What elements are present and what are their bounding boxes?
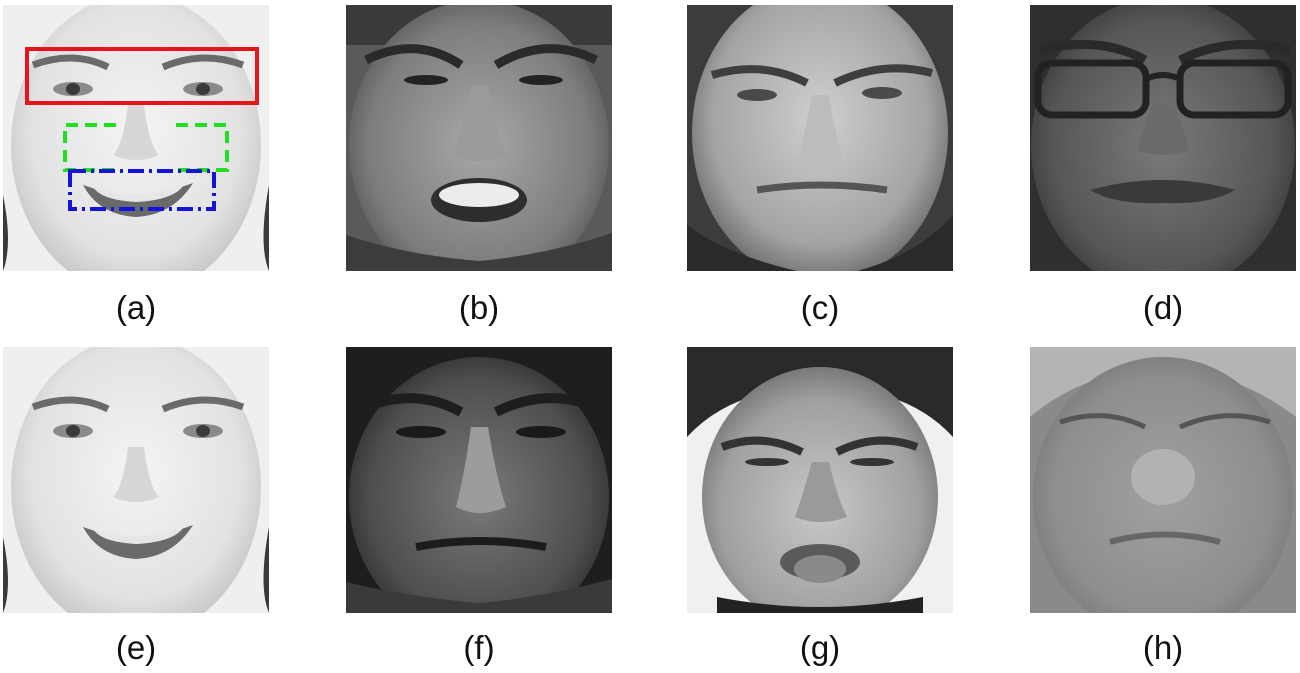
face-image-a [3,5,269,271]
face-image-h [1030,347,1296,613]
face-image-d [1030,5,1296,271]
caption-f: (f) [463,629,495,666]
caption-e: (e) [115,629,157,666]
caption-c: (c) [800,289,840,326]
face-image-f [346,347,612,613]
face-a-graphic [3,5,269,271]
face-b-graphic [346,5,612,271]
caption-g: (g) [799,629,841,666]
caption-b: (b) [458,289,500,326]
face-e-graphic [3,347,269,613]
face-image-c [687,5,953,271]
caption-d: (d) [1142,289,1184,326]
face-c-graphic [687,5,953,271]
face-image-b [346,5,612,271]
face-d-graphic [1030,5,1296,271]
face-h-graphic [1030,347,1296,613]
caption-h: (h) [1142,629,1184,666]
face-f-graphic [346,347,612,613]
face-g-graphic [687,347,953,613]
face-image-e [3,347,269,613]
caption-a: (a) [115,289,157,326]
face-image-g [687,347,953,613]
